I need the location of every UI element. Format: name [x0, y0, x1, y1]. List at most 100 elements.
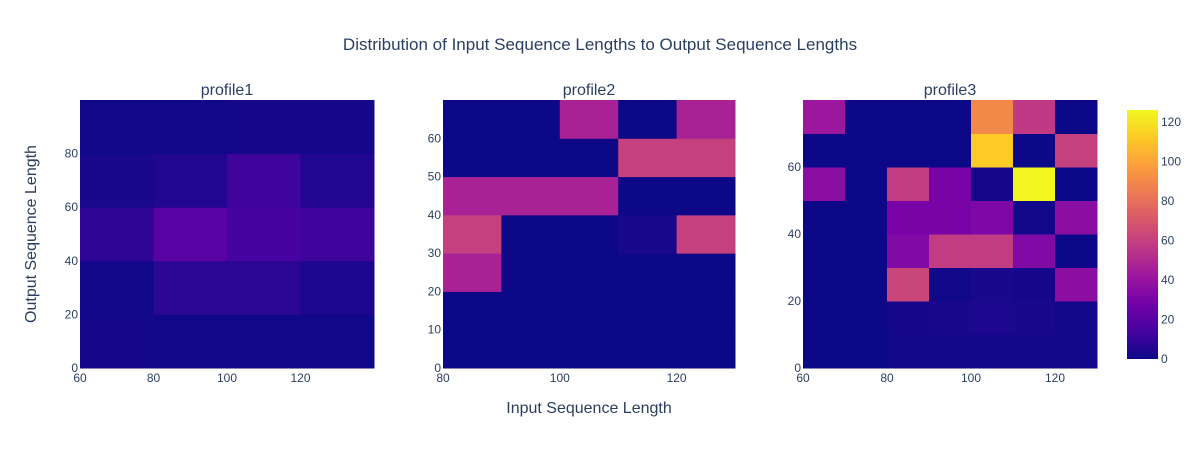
y-tick-label: 80: [65, 147, 79, 161]
colorbar-tick-label: 80: [1161, 194, 1175, 208]
heatmap-cell: [845, 301, 888, 335]
y-tick-label: 50: [428, 170, 442, 184]
colorbar-tick-label: 120: [1161, 115, 1181, 129]
x-tick-label: 100: [550, 371, 570, 385]
heatmap-cell: [443, 214, 502, 254]
heatmap-cell: [227, 314, 301, 369]
heatmap-cell: [443, 253, 502, 292]
heatmap-cell: [929, 234, 972, 268]
heatmap-cell: [1055, 133, 1098, 168]
heatmap-cell: [559, 253, 619, 292]
subplot-title: profile3: [924, 82, 977, 99]
heatmap-cell: [501, 253, 561, 292]
heatmap-cell: [559, 138, 619, 178]
heatmap-cell: [1013, 234, 1056, 268]
heatmap-cell: [1013, 200, 1056, 235]
heatmap-cell: [153, 314, 228, 369]
heatmap-cell: [845, 167, 888, 201]
heatmap-cell: [153, 153, 228, 208]
heatmap-cell: [887, 100, 930, 134]
heatmap-cell: [676, 291, 736, 331]
x-tick-label: 100: [961, 371, 981, 385]
heatmap-cell: [1055, 234, 1098, 268]
heatmap-cell: [443, 329, 502, 369]
y-tick-label: 30: [428, 246, 442, 260]
heatmap-cell: [1055, 167, 1098, 201]
heatmap-cell: [971, 234, 1014, 268]
heatmap-cell: [618, 253, 678, 292]
heatmap-cell: [1013, 167, 1056, 201]
heatmap-cell: [618, 100, 678, 139]
heatmap-cell: [618, 329, 678, 369]
heatmap-cell: [300, 153, 375, 208]
heatmap-cell: [1013, 133, 1056, 168]
heatmap-cell: [80, 207, 154, 262]
x-tick-label: 120: [1045, 371, 1065, 385]
y-tick-label: 20: [428, 284, 442, 298]
heatmap-cell: [501, 291, 561, 331]
heatmap-cell: [227, 207, 301, 262]
heatmap-cell: [845, 334, 888, 369]
heatmap-cell: [501, 100, 561, 139]
heatmap-cell: [1055, 267, 1098, 302]
y-tick-label: 20: [65, 307, 79, 321]
heatmap-cell: [971, 301, 1014, 335]
colorbar: [1127, 110, 1158, 359]
heatmap-cell: [153, 260, 228, 315]
heatmap-cell: [929, 334, 972, 369]
heatmap-cell: [559, 329, 619, 369]
heatmap-cell: [501, 176, 561, 216]
heatmap-cell: [153, 100, 228, 155]
y-tick-label: 10: [428, 323, 442, 337]
colorbar-tick-label: 100: [1161, 154, 1181, 168]
y-tick-label: 40: [65, 254, 79, 268]
heatmap-cell: [80, 314, 154, 369]
heatmap-cell: [971, 267, 1014, 302]
heatmap-cell: [618, 214, 678, 254]
heatmap-cell: [501, 329, 561, 369]
x-tick-label: 80: [880, 371, 894, 385]
heatmap-cell: [618, 176, 678, 216]
heatmap-cell: [80, 100, 154, 155]
heatmap-cell: [153, 207, 228, 262]
heatmap-cell: [443, 176, 502, 216]
heatmap-cell: [443, 100, 502, 139]
heatmap-cell: [887, 200, 930, 235]
heatmap-cell: [1013, 301, 1056, 335]
subplot-title: profile1: [201, 82, 254, 99]
y-tick-label: 0: [794, 361, 801, 375]
heatmap-cell: [887, 301, 930, 335]
heatmap-cell: [618, 291, 678, 331]
heatmap-cell: [676, 253, 736, 292]
heatmap-cell: [803, 234, 846, 268]
heatmap-cell: [803, 334, 846, 369]
colorbar-tick-label: 0: [1161, 352, 1168, 366]
heatmap-cell: [676, 176, 736, 216]
heatmap-cell: [887, 133, 930, 168]
heatmap-cell: [803, 301, 846, 335]
heatmap-cell: [1013, 334, 1056, 369]
heatmap-cell: [676, 214, 736, 254]
heatmap-cell: [845, 133, 888, 168]
heatmap-cell: [227, 260, 301, 315]
y-tick-label: 60: [428, 131, 442, 145]
heatmap-cell: [971, 133, 1014, 168]
heatmap-cell: [676, 100, 736, 139]
heatmap-cell: [887, 167, 930, 201]
heatmap-cell: [443, 291, 502, 331]
heatmap-cell: [887, 234, 930, 268]
heatmap-cell: [300, 207, 375, 262]
heatmap-cell: [929, 133, 972, 168]
x-tick-label: 80: [436, 371, 450, 385]
heatmap-cell: [971, 100, 1014, 134]
heatmap-cell: [929, 167, 972, 201]
x-tick-label: 120: [290, 371, 310, 385]
heatmap-cell: [1013, 267, 1056, 302]
x-tick-label: 60: [796, 371, 810, 385]
heatmap-cell: [559, 176, 619, 216]
heatmap-cell: [929, 200, 972, 235]
heatmap-cell: [227, 100, 301, 155]
heatmap-cell: [80, 153, 154, 208]
heatmap-cell: [929, 267, 972, 302]
